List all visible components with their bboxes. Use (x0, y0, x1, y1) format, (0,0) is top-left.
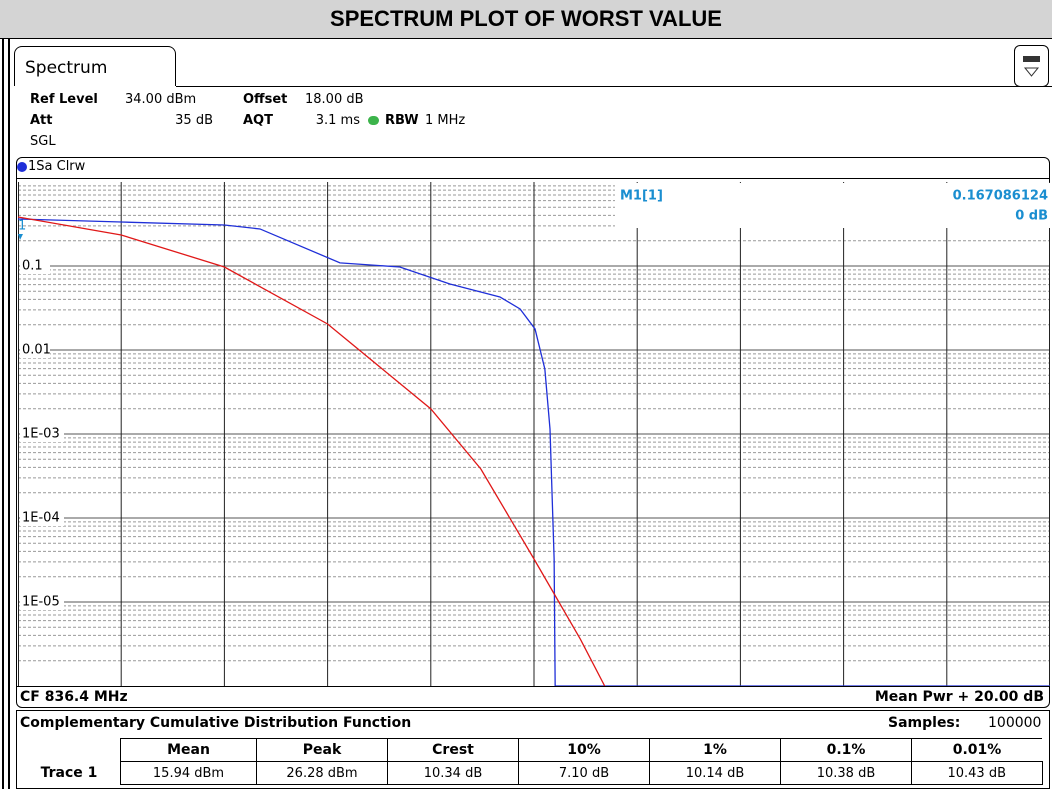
label-bg (20, 426, 64, 442)
setting-label: Att (30, 113, 53, 128)
status-led (368, 116, 379, 125)
marker-box (615, 183, 1050, 228)
column-header: Mean (120, 738, 257, 762)
y-tick-label: 1E-05 (22, 595, 60, 610)
cell: 10.43 dB (911, 761, 1043, 785)
trace-line (18, 216, 606, 686)
cell: 10.14 dB (649, 761, 781, 785)
marker-flag: 1 (18, 219, 26, 234)
marker-position: 0 dB (1015, 209, 1048, 224)
setting-value: SGL (30, 134, 56, 149)
cell: 15.94 dBm (120, 761, 257, 785)
cell: 10.34 dB (387, 761, 519, 785)
y-tick-label: 0.01 (22, 343, 51, 358)
column-header: Peak (256, 738, 388, 762)
setting-value: 3.1 ms (315, 113, 360, 128)
label-bg (20, 510, 64, 526)
samples-value: 100000 (988, 715, 1042, 731)
y-tick-label: 1E-04 (22, 511, 60, 526)
trace-line (18, 218, 1050, 686)
cell: 7.10 dB (518, 761, 650, 785)
setting-value: 34.00 dBm (125, 92, 197, 107)
footer-left: CF 836.4 MHz (20, 689, 128, 705)
marker-name: M1[1] (620, 189, 663, 204)
trace-label: 1Sa Clrw (28, 159, 86, 174)
page-title: SPECTRUM PLOT OF WORST VALUE (0, 0, 1052, 39)
label-bg (20, 342, 50, 358)
trace-dot (17, 162, 27, 172)
tab[interactable]: Spectrum (14, 46, 176, 86)
cell: 26.28 dBm (256, 761, 388, 785)
icon-glyph (1023, 56, 1040, 77)
menu-icon[interactable] (1014, 45, 1049, 87)
column-header: 10% (518, 738, 650, 762)
setting-label: RBW (385, 113, 419, 128)
separator (17, 178, 1049, 179)
cell: 10.38 dB (780, 761, 912, 785)
label-bg (20, 594, 64, 610)
setting-label: Ref Level (30, 92, 98, 107)
separator (17, 686, 1049, 687)
setting-label: AQT (243, 113, 273, 128)
data-row: Trace 1 15.94 dBm 26.28 dBm 10.34 dB 7.10 dB… (18, 761, 1043, 785)
marker-triangle (18, 234, 23, 240)
results-table: Mean Peak Crest 10% 1% 0.1% 0.01% Trace 1 15.94 … (18, 738, 1043, 785)
setting-value: 35 dB (175, 113, 213, 128)
row-label: Trace 1 (18, 761, 121, 785)
corner (18, 739, 121, 762)
results-title: Complementary Cumulative Distribution Fu… (20, 715, 412, 731)
footer-right: Mean Pwr + 20.00 dB (874, 689, 1044, 705)
left-border (2, 38, 10, 789)
column-header: Crest (387, 738, 519, 762)
column-header: 0.01% (911, 738, 1042, 762)
marker-value: 0.167086124 (953, 189, 1048, 204)
setting-value: 18.00 dB (305, 92, 364, 107)
column-header: 0.1% (780, 738, 912, 762)
column-header: 1% (649, 738, 781, 762)
y-tick-label: 0.1 (22, 259, 43, 274)
label-bg (20, 258, 50, 274)
setting-label: Offset (243, 92, 288, 107)
plot: 0.1 0.01 1E-03 1E-04 1E-05 M1[1] 0.167086124 0 … (18, 182, 1050, 686)
tab-line (1008, 86, 1052, 87)
tab-line (176, 86, 1014, 87)
setting-value: 1 MHz (425, 113, 466, 128)
samples-label: Samples: (888, 715, 961, 731)
header-row: Mean Peak Crest 10% 1% 0.1% 0.01% (18, 738, 1042, 762)
y-tick-label: 1E-03 (22, 427, 60, 442)
